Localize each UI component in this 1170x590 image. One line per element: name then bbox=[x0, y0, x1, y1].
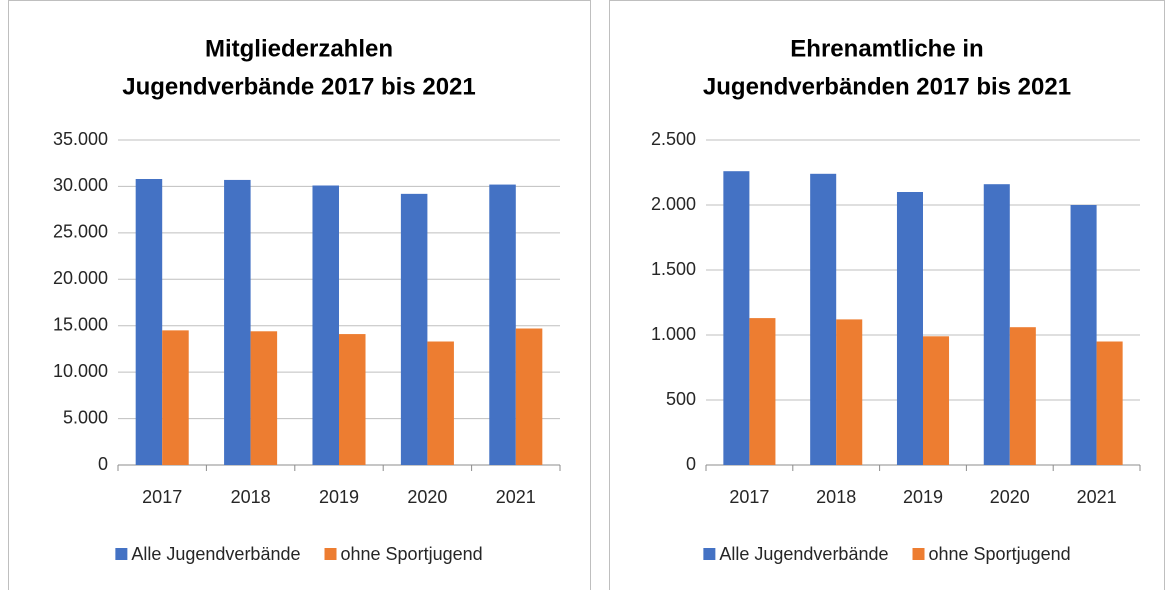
chart-title: Jugendverbänden 2017 bis 2021 bbox=[703, 73, 1071, 100]
x-tick-label: 2018 bbox=[231, 487, 271, 507]
bar bbox=[983, 184, 1010, 465]
bar bbox=[400, 193, 428, 465]
y-tick-label: 0 bbox=[98, 454, 108, 474]
bar bbox=[162, 330, 189, 465]
y-tick-label: 25.000 bbox=[53, 222, 108, 242]
legend-label: ohne Sportjugend bbox=[341, 544, 483, 564]
bar bbox=[515, 328, 543, 465]
x-tick-label: 2018 bbox=[816, 487, 856, 507]
legend-label: Alle Jugendverbände bbox=[719, 544, 888, 564]
legend-swatch bbox=[115, 548, 128, 560]
bar bbox=[250, 331, 278, 465]
bar bbox=[723, 171, 750, 465]
y-tick-label: 20.000 bbox=[53, 268, 108, 288]
bar bbox=[224, 179, 251, 465]
bar bbox=[489, 184, 516, 466]
chart-frame bbox=[8, 0, 591, 590]
legend-swatch bbox=[703, 548, 716, 560]
bar bbox=[810, 173, 837, 466]
y-tick-label: 1.500 bbox=[651, 259, 696, 279]
bar bbox=[896, 192, 923, 465]
x-tick-label: 2020 bbox=[407, 487, 447, 507]
bar bbox=[339, 334, 366, 465]
y-tick-label: 2.500 bbox=[651, 129, 696, 149]
x-tick-label: 2017 bbox=[142, 487, 182, 507]
bar bbox=[749, 318, 776, 465]
x-tick-label: 2019 bbox=[903, 487, 943, 507]
legend-swatch bbox=[324, 548, 337, 560]
y-tick-label: 10.000 bbox=[53, 361, 108, 381]
bar bbox=[1009, 327, 1036, 465]
x-tick-label: 2017 bbox=[729, 487, 769, 507]
legend-swatch bbox=[912, 548, 925, 560]
y-tick-label: 500 bbox=[666, 389, 696, 409]
bar bbox=[1096, 341, 1123, 465]
x-tick-label: 2021 bbox=[1077, 487, 1117, 507]
chart-title: Mitgliederzahlen bbox=[205, 35, 393, 62]
bar bbox=[312, 185, 339, 465]
y-tick-label: 35.000 bbox=[53, 129, 108, 149]
y-tick-label: 2.000 bbox=[651, 194, 696, 214]
y-tick-label: 15.000 bbox=[53, 314, 108, 334]
bar bbox=[427, 341, 454, 465]
y-tick-label: 30.000 bbox=[53, 175, 108, 195]
x-tick-label: 2019 bbox=[319, 487, 359, 507]
legend-label: Alle Jugendverbände bbox=[131, 544, 300, 564]
bar bbox=[836, 319, 863, 465]
y-tick-label: 0 bbox=[686, 454, 696, 474]
bar bbox=[1070, 205, 1097, 465]
chart-title: Jugendverbände 2017 bis 2021 bbox=[122, 73, 476, 100]
bar bbox=[923, 336, 950, 465]
chart-title: Ehrenamtliche in bbox=[790, 35, 983, 62]
bar bbox=[135, 179, 163, 465]
legend-label: ohne Sportjugend bbox=[929, 544, 1071, 564]
y-tick-label: 5.000 bbox=[63, 407, 108, 427]
x-tick-label: 2021 bbox=[496, 487, 536, 507]
y-tick-label: 1.000 bbox=[651, 324, 696, 344]
x-tick-label: 2020 bbox=[990, 487, 1030, 507]
chart-frame bbox=[609, 0, 1165, 590]
